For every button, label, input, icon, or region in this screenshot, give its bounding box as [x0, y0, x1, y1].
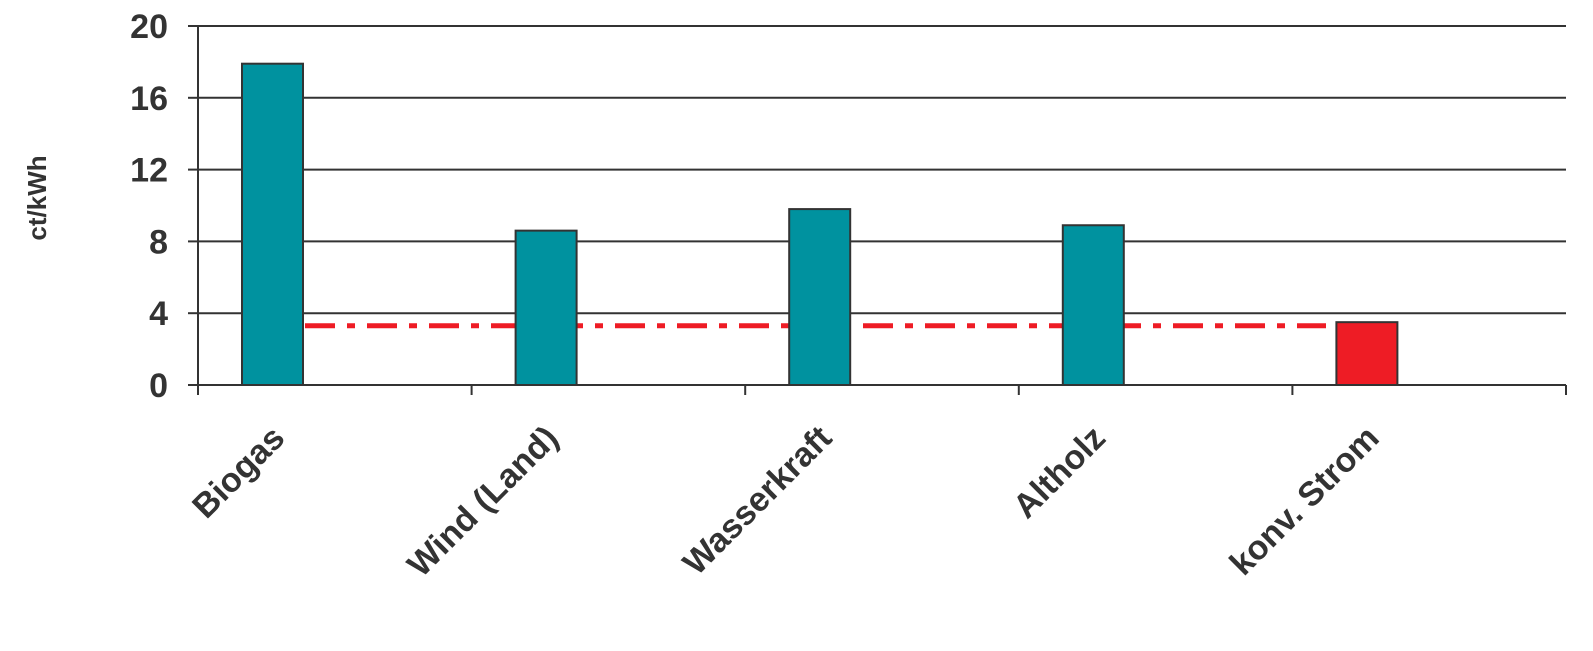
bar-biogas: [241, 62, 304, 386]
grid-lines: [198, 25, 1566, 315]
bar-wasserkraft: [788, 208, 852, 386]
bar-altholz: [1061, 224, 1125, 386]
x-tick-label: Biogas: [185, 419, 292, 526]
bars: [241, 62, 1399, 386]
bar-konv-strom: [1335, 321, 1399, 386]
y-tick-label: 16: [130, 80, 168, 118]
y-tick-label: 12: [130, 152, 168, 190]
y-tick-label: 20: [130, 8, 168, 46]
y-tick-labels: 0 4 8 12 16 20: [130, 8, 168, 405]
y-axis-label: ct/kWh: [22, 155, 52, 240]
bar-wind-land: [514, 229, 578, 386]
y-tick-label: 8: [149, 223, 168, 261]
x-tick-label: Wasserkraft: [676, 419, 840, 583]
y-tick-label: 0: [149, 367, 168, 405]
x-tick-labels: Biogas Wind (Land) Wasserkraft Altholz konv.…: [185, 419, 1386, 585]
x-tick-label: konv. Strom: [1223, 419, 1387, 583]
axes: [188, 25, 1567, 395]
y-tick-label: 4: [149, 295, 168, 333]
x-tick-label: Wind (Land): [400, 419, 566, 585]
x-tick-label: Altholz: [1006, 419, 1113, 526]
